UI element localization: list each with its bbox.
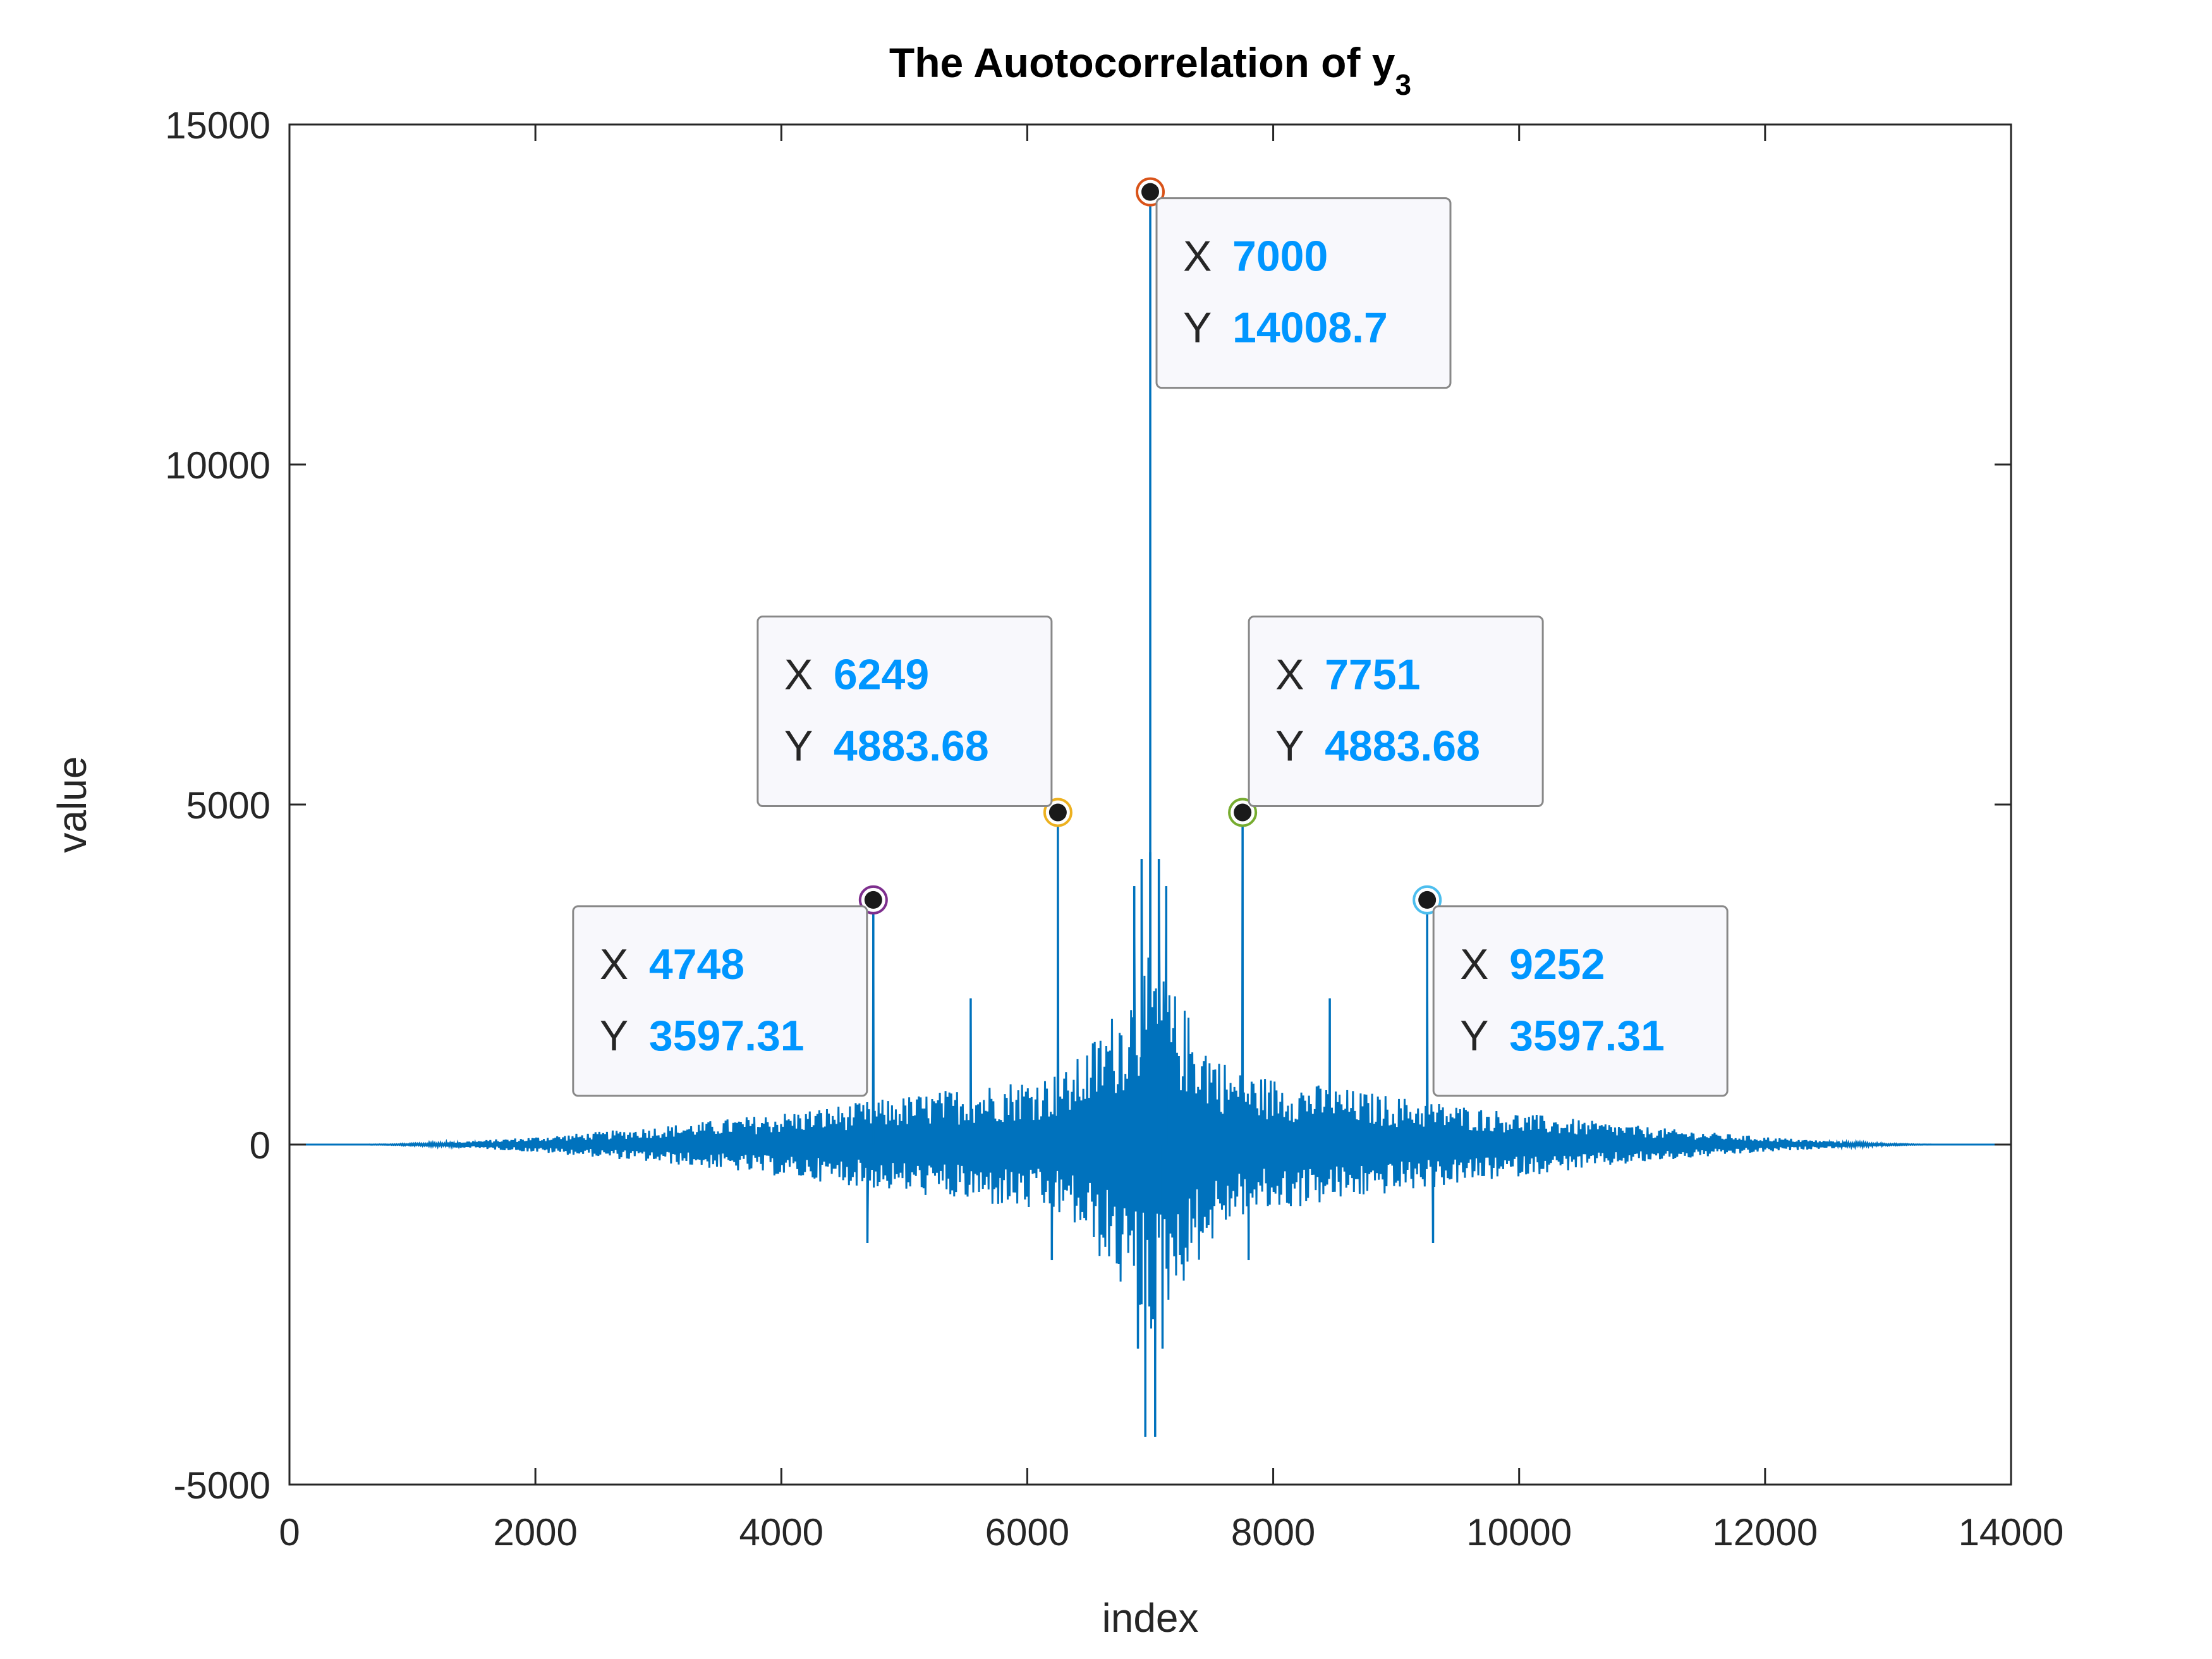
datatip-x-key: X — [1460, 940, 1488, 988]
y-tick-label: 15000 — [165, 104, 270, 147]
x-tick-label: 10000 — [1466, 1511, 1572, 1553]
x-tick-label: 6000 — [985, 1511, 1069, 1553]
datatip-box — [1155, 197, 1452, 389]
datatip[interactable]: X 7751 Y 4883.68 — [1248, 616, 1544, 808]
x-tick-label: 0 — [279, 1511, 300, 1553]
x-tick-label: 2000 — [493, 1511, 577, 1553]
datatip-y-value: 4883.68 — [834, 722, 989, 770]
datatip-x-key: X — [600, 940, 628, 988]
datatip-y-value: 4883.68 — [1325, 722, 1480, 770]
datatip-y-key: Y — [784, 722, 813, 770]
datatip-x-value: 4748 — [649, 940, 744, 988]
datatip-x-key: X — [784, 651, 813, 699]
chart-title-subscript: 3 — [1395, 68, 1411, 101]
datatip-y-key: Y — [1460, 1012, 1488, 1060]
series-layer — [289, 191, 2011, 1437]
datatip-box — [1432, 905, 1729, 1097]
y-tick-label: 0 — [250, 1124, 270, 1167]
y-tick-label: 5000 — [186, 784, 270, 827]
datatip[interactable]: X 9252 Y 3597.31 — [1432, 905, 1729, 1097]
y-tick-label: -5000 — [174, 1464, 270, 1507]
datatip-x-value: 7751 — [1325, 651, 1420, 699]
datatip-x-value: 9252 — [1509, 940, 1605, 988]
datatip-x-value: 7000 — [1232, 233, 1328, 281]
datatip-y-value: 14008.7 — [1232, 304, 1388, 352]
datatip-marker[interactable] — [1141, 183, 1159, 201]
datatip-y-value: 3597.31 — [649, 1012, 805, 1060]
datatip-markers — [858, 177, 1442, 915]
datatip-x-key: X — [1275, 651, 1304, 699]
x-axis-label: index — [1102, 1595, 1199, 1641]
datatip[interactable]: X 4748 Y 3597.31 — [572, 905, 868, 1097]
datatip-x-key: X — [1183, 233, 1212, 281]
y-tick-label: 10000 — [165, 444, 270, 487]
datatip-y-value: 3597.31 — [1509, 1012, 1665, 1060]
datatip-box — [757, 616, 1053, 808]
datatip-y-key: Y — [1183, 304, 1212, 352]
datatip-marker[interactable] — [1234, 803, 1252, 822]
x-tick-label: 14000 — [1959, 1511, 2064, 1553]
chart-title: The Auotocorrelation of y3 — [889, 39, 1411, 101]
datatip-marker[interactable] — [864, 890, 882, 909]
x-tick-label: 12000 — [1712, 1511, 1818, 1553]
autocorrelation-series-line — [289, 191, 2011, 1437]
datatip-x-value: 6249 — [834, 651, 929, 699]
y-axis-label: value — [49, 757, 95, 853]
x-tick-label: 8000 — [1231, 1511, 1315, 1553]
datatip-box — [572, 905, 868, 1097]
ticks-layer: 0 2000 4000 6000 8000 10000 12000 14000-5000050… — [165, 104, 2063, 1553]
datatip-marker[interactable] — [1048, 803, 1067, 822]
datatip-y-key: Y — [600, 1012, 628, 1060]
x-tick-label: 4000 — [739, 1511, 823, 1553]
datatip[interactable]: X 6249 Y 4883.68 — [757, 616, 1053, 808]
datatip-marker[interactable] — [1418, 890, 1437, 909]
datatip-y-key: Y — [1275, 722, 1304, 770]
chart-title-main: The Auotocorrelation of y — [889, 39, 1395, 86]
datatip-box — [1248, 616, 1544, 808]
datatip[interactable]: X 7000 Y 14008.7 — [1155, 197, 1452, 389]
